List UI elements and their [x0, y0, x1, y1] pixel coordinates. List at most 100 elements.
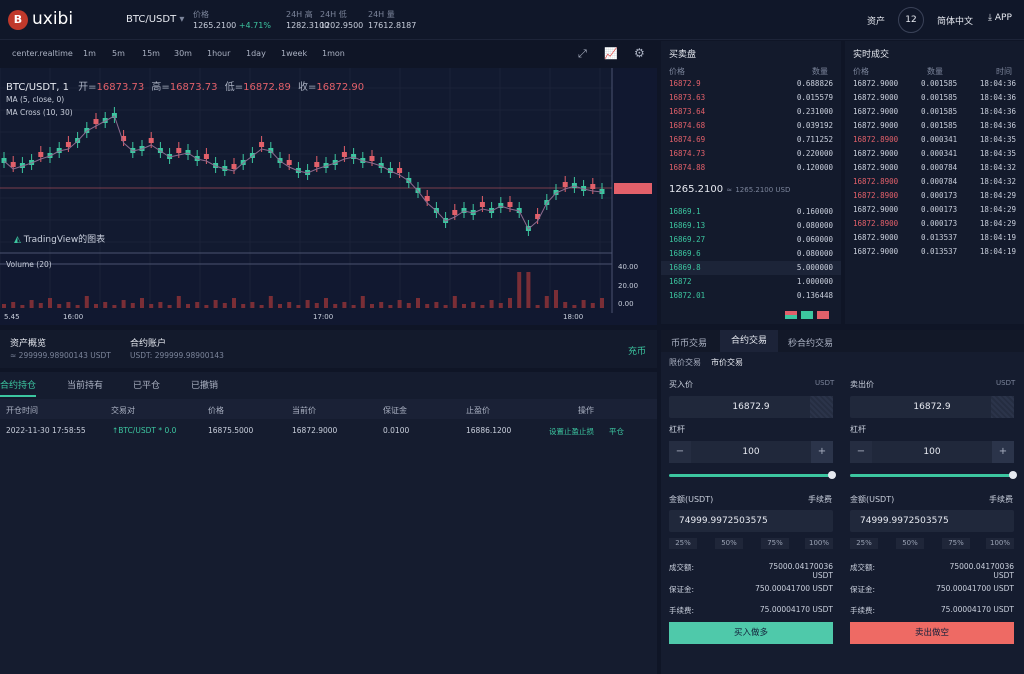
tf-1m[interactable]: 1m	[83, 49, 96, 58]
buy-pct-1[interactable]: 50%	[715, 538, 743, 549]
logo-text[interactable]: uxibi	[32, 9, 74, 29]
sell-price-input[interactable]: 16872.9	[850, 396, 1014, 418]
buy-leverage-plus-button[interactable]: +	[811, 441, 833, 463]
ask-row[interactable]: 16874.69 0.711252	[661, 133, 841, 147]
tf-1hour[interactable]: 1hour	[207, 49, 231, 58]
subtab-market[interactable]: 市价交易	[711, 358, 743, 367]
bid-row[interactable]: 16869.8 5.000000	[661, 261, 841, 275]
trade-qty: 0.000173	[921, 219, 958, 228]
buy-price-stepper[interactable]	[810, 396, 833, 418]
bid-row[interactable]: 16869.27 0.060000	[661, 233, 841, 247]
ask-row[interactable]: 16874.68 0.039192	[661, 119, 841, 133]
tf-1week[interactable]: 1week	[281, 49, 308, 58]
time-axis-1: 16:00	[63, 313, 84, 321]
buy-margin-value: 750.00041700 USDT	[755, 584, 833, 593]
buy-leverage-slider[interactable]	[669, 474, 833, 477]
tf-30m[interactable]: 30m	[174, 49, 192, 58]
sell-deal-label: 成交额:	[850, 563, 876, 572]
sell-leverage-slider[interactable]	[850, 474, 1014, 477]
sell-amount-input[interactable]: 74999.9972503575	[850, 510, 1014, 532]
ob-view-bids-icon[interactable]	[801, 311, 813, 319]
bid-row[interactable]: 16869.13 0.080000	[661, 219, 841, 233]
sell-leverage-label: 杠杆	[850, 425, 866, 434]
buy-leverage-minus-button[interactable]: −	[669, 441, 691, 463]
subtab-limit[interactable]: 限价交易	[669, 358, 701, 367]
bid-price: 16872.01	[669, 291, 706, 300]
app-download[interactable]: ⤓ APP	[988, 13, 1012, 23]
tf-realtime[interactable]: center.realtime	[12, 49, 73, 58]
bid-price: 16869.13	[669, 221, 706, 230]
assets-link[interactable]: 资产	[867, 17, 886, 27]
bid-row[interactable]: 16869.6 0.080000	[661, 247, 841, 261]
ob-view-asks-icon[interactable]	[817, 311, 829, 319]
sell-slider-handle[interactable]	[1009, 471, 1017, 479]
tab-current-holdings[interactable]: 当前持有	[67, 381, 104, 391]
ask-row[interactable]: 16874.88 0.120000	[661, 161, 841, 175]
tf-1day[interactable]: 1day	[246, 49, 266, 58]
tab-cancelled[interactable]: 已撤销	[191, 381, 219, 391]
ask-row[interactable]: 16872.9 0.688826	[661, 77, 841, 91]
trade-time: 18:04:36	[979, 121, 1016, 130]
tab-contract-positions[interactable]: 合约持仓	[0, 378, 37, 397]
tf-15m[interactable]: 15m	[142, 49, 160, 58]
sell-submit-button[interactable]: 卖出做空	[850, 622, 1014, 644]
vol-axis-20: 20.00	[618, 282, 639, 290]
trade-price: 16872.9000	[853, 163, 899, 172]
buy-submit-button[interactable]: 买入做多	[669, 622, 833, 644]
recharge-link[interactable]: 充币	[628, 347, 647, 357]
sell-margin-value: 750.00041700 USDT	[936, 584, 1014, 593]
bid-row[interactable]: 16869.1 0.160000	[661, 205, 841, 219]
indicator-icon[interactable]: 📈	[604, 47, 618, 60]
fullscreen-icon[interactable]: ⤢	[578, 47, 587, 60]
bid-row[interactable]: 16872.01 0.136448	[661, 289, 841, 303]
sell-fee-label: 手续费	[989, 495, 1013, 504]
trade-time: 18:04:29	[979, 191, 1016, 200]
language-selector[interactable]: 简体中文	[937, 17, 974, 27]
buy-slider-handle[interactable]	[828, 471, 836, 479]
ask-row[interactable]: 16873.63 0.015579	[661, 91, 841, 105]
trade-row: 16872.8900 0.000173 18:04:29	[845, 217, 1024, 231]
ask-price: 16873.63	[669, 93, 706, 102]
set-tp-sl-button[interactable]: 设置止盈止损	[549, 427, 594, 436]
tf-5m[interactable]: 5m	[112, 49, 125, 58]
buy-pct-0[interactable]: 25%	[669, 538, 697, 549]
trade-row: 16872.9000 0.001585 18:04:36	[845, 77, 1024, 91]
gear-icon[interactable]: ⚙	[634, 46, 645, 60]
buy-pct-3[interactable]: 100%	[805, 538, 833, 549]
logo-icon[interactable]: B	[8, 10, 28, 30]
sell-pct-3[interactable]: 100%	[986, 538, 1014, 549]
stat-low: 24H 低 1202.9500	[320, 10, 364, 30]
buy-price-input[interactable]: 16872.9	[669, 396, 833, 418]
tab-contract[interactable]: 合约交易	[720, 330, 778, 352]
bid-qty: 1.000000	[796, 277, 833, 286]
buy-amount-input[interactable]: 74999.9972503575	[669, 510, 833, 532]
pair-selector[interactable]: BTC/USDT ▾	[126, 14, 185, 25]
close-position-button[interactable]: 平仓	[609, 427, 624, 436]
tab-second-contract[interactable]: 秒合约交易	[788, 339, 834, 349]
sell-leverage-plus-button[interactable]: +	[992, 441, 1014, 463]
tab-spot[interactable]: 币币交易	[671, 339, 708, 349]
sell-price-stepper[interactable]	[991, 396, 1014, 418]
chart-canvas	[0, 68, 652, 313]
notification-badge[interactable]: 12	[898, 7, 924, 33]
buy-pct-2[interactable]: 75%	[761, 538, 789, 549]
bid-row[interactable]: 16872 1.000000	[661, 275, 841, 289]
bid-price: 16869.8	[669, 263, 701, 272]
tab-closed[interactable]: 已平仓	[133, 381, 161, 391]
sell-pct-2[interactable]: 75%	[942, 538, 970, 549]
sell-leverage-minus-button[interactable]: −	[850, 441, 872, 463]
sell-pct-1[interactable]: 50%	[896, 538, 924, 549]
ask-qty: 0.220000	[796, 149, 833, 158]
trade-qty: 0.013537	[921, 247, 958, 256]
sell-leverage-input[interactable]: 100	[850, 441, 1014, 463]
ask-row[interactable]: 16873.64 0.231000	[661, 105, 841, 119]
tf-1mon[interactable]: 1mon	[322, 49, 345, 58]
ob-view-both-icon[interactable]	[785, 311, 797, 319]
price-chart[interactable]	[0, 68, 657, 325]
pos-margin: 0.0100	[383, 426, 410, 435]
trade-qty: 0.000784	[921, 177, 958, 186]
ask-row[interactable]: 16874.73 0.220000	[661, 147, 841, 161]
pos-take-profit: 16886.1200	[466, 426, 512, 435]
sell-pct-0[interactable]: 25%	[850, 538, 878, 549]
buy-leverage-input[interactable]: 100	[669, 441, 833, 463]
